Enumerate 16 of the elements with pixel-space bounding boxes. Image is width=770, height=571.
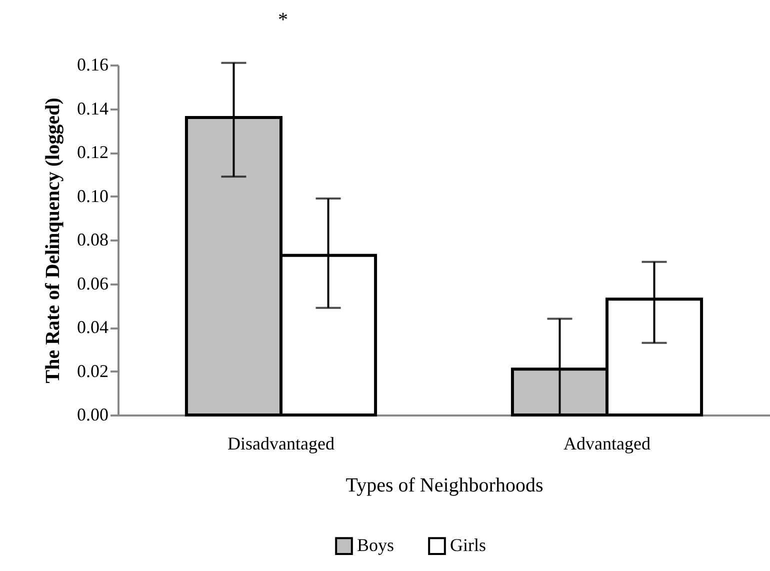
y-tick-label: 0.04 [77, 317, 108, 337]
y-tick-label: 0.12 [77, 142, 108, 162]
text: * [278, 9, 288, 31]
y-tick-label: 0.16 [77, 54, 108, 74]
y-tick-label: 0.14 [77, 98, 108, 118]
y-tick-label: 0.02 [77, 360, 108, 381]
x-axis-title: Types of Neighborhoods [346, 474, 544, 496]
x-tick-label: Advantaged [564, 434, 650, 454]
legend-label: Girls [450, 535, 486, 556]
x-tick-label: Disadvantaged [228, 434, 334, 454]
y-tick-label: 0.06 [77, 273, 108, 294]
y-tick-label: 0.10 [77, 186, 108, 206]
y-axis-title: The Rate of Delinquency (logged) [42, 98, 64, 384]
y-tick-label: 0.08 [77, 230, 108, 250]
y-tick-label: 0.00 [77, 404, 108, 424]
legend-label: Boys [357, 535, 394, 556]
